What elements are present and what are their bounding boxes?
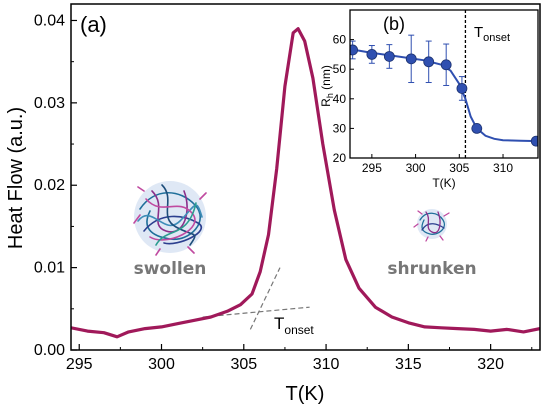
inset-data-point [366, 49, 378, 60]
inset-tonset-label: Tonset [474, 24, 510, 44]
main-x-tick-label: 310 [313, 356, 340, 373]
main-x-tick-label: 320 [477, 356, 504, 373]
main-chart: 295 300 305 310 315 320 0.00 0.01 0.02 0.03 0.04 (… [5, 3, 541, 405]
main-y-tick-label: 0.03 [34, 95, 65, 112]
swollen-label: swollen [134, 259, 207, 279]
main-plot-frame [70, 3, 541, 351]
inset-x-tick-label: 305 [449, 161, 469, 175]
main-y-tick-label: 0.00 [34, 342, 65, 359]
inset-data-point [383, 51, 395, 62]
main-panel-label: (a) [80, 12, 107, 37]
inset-background [350, 10, 538, 158]
inset-x-tick-label: 310 [493, 161, 513, 175]
inset-plot-frame [349, 9, 539, 159]
main-x-tick-label: 295 [66, 356, 93, 373]
inset-data-point [350, 44, 359, 56]
main-y-tick-label: 0.04 [34, 12, 65, 29]
main-y-tick-label: 0.01 [34, 260, 65, 277]
main-plot-area [71, 27, 540, 339]
main-x-axis-label: T(K) [286, 383, 325, 405]
inset-data-point [456, 83, 468, 94]
main-x-tick-label: 305 [230, 356, 257, 373]
inset-data-point [471, 122, 483, 134]
shrunken-label: shrunken [387, 259, 476, 279]
inset-panel-label: (b) [383, 14, 405, 34]
inset-data-point [405, 53, 417, 65]
main-x-tick-label: 300 [148, 356, 175, 373]
inset-y-axis-label: Rh (nm) [319, 65, 335, 107]
inset-y-tick-label: 40 [333, 92, 347, 106]
inset-x-tick-label: 300 [406, 161, 426, 175]
swollen-polymer-coil [133, 181, 207, 256]
inset-data-point [440, 59, 452, 71]
inset-plot-area [350, 10, 538, 158]
main-x-tick-label: 315 [395, 356, 422, 373]
main-axes: 295 300 305 310 315 320 0.00 0.01 0.02 0.03 0.04 [34, 12, 533, 373]
main-tonset-label: Tonset [274, 314, 314, 337]
inset-y-tick-label: 60 [333, 33, 347, 47]
inset-y-tick-label: 30 [333, 121, 347, 135]
inset-axes: 295 300 305 310 20 30 40 50 60 [333, 33, 514, 175]
inset-y-tick-label: 20 [333, 151, 347, 165]
inset-data-point [530, 135, 538, 147]
main-guide-line-0 [202, 306, 310, 318]
main-y-axis-label: Heat Flow (a.u.) [5, 107, 27, 249]
inset-x-tick-label: 295 [362, 161, 382, 175]
main-y-tick-label: 0.02 [34, 177, 65, 194]
inset-x-axis-label: T(K) [432, 176, 455, 190]
shrunken-polymer-coil [413, 209, 450, 242]
heat-flow-curve [71, 27, 540, 339]
inset-y-tick-label: 50 [333, 62, 347, 76]
inset-data-point [423, 56, 435, 68]
main-guide-line-1 [249, 267, 281, 330]
